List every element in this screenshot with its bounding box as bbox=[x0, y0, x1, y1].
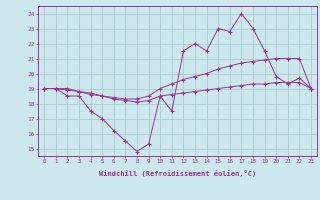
X-axis label: Windchill (Refroidissement éolien,°C): Windchill (Refroidissement éolien,°C) bbox=[99, 170, 256, 177]
